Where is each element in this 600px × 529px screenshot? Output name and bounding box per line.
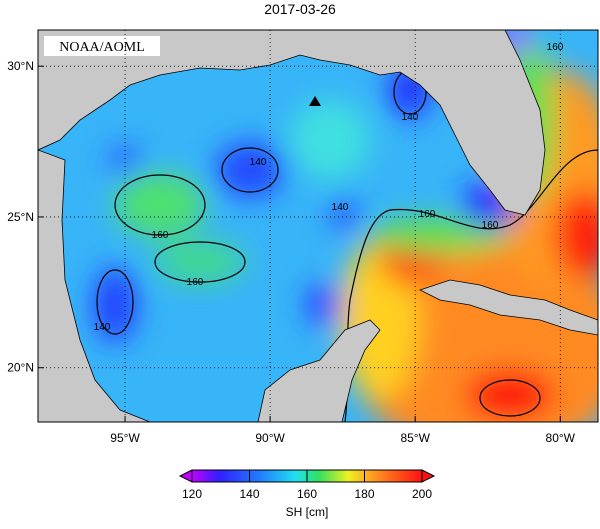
colorbar-tick-label: 180: [354, 487, 374, 501]
lat-tick-label: 30°N: [7, 59, 34, 73]
contour-label: 140: [250, 157, 267, 168]
map-frame: [37, 29, 599, 423]
colorbar-tick-label: 120: [182, 487, 202, 501]
lon-tick-label: 95°W: [110, 431, 140, 445]
contour-label: 140: [332, 202, 349, 213]
contour-label: 160: [152, 230, 169, 241]
credit: NOAA/AOML: [59, 40, 145, 55]
lat-tick-label: 20°N: [7, 361, 34, 375]
contour-label: 140: [94, 322, 111, 333]
contour-label: 160: [547, 42, 564, 53]
colorbar-low-arrow: [178, 469, 193, 483]
contour-label: 160: [482, 220, 499, 231]
lon-tick-label: 85°W: [400, 431, 430, 445]
credit-box: [44, 36, 160, 56]
contour-label: 160: [419, 209, 436, 220]
colorbar-high-arrow: [421, 469, 436, 483]
colorbar-label: SH [cm]: [286, 505, 329, 519]
colorbar-tick-label: 200: [412, 487, 432, 501]
colorbar-tick-label: 140: [239, 487, 259, 501]
colorbar-tick-label: 160: [297, 487, 317, 501]
sea-height-field: [38, 30, 598, 422]
lon-tick-label: 80°W: [546, 431, 576, 445]
lat-tick-label: 25°N: [7, 210, 34, 224]
contour-label: 140: [402, 112, 419, 123]
lon-tick-label: 90°W: [255, 431, 285, 445]
contour-label: 160: [187, 277, 204, 288]
title: 2017-03-26: [264, 1, 336, 17]
